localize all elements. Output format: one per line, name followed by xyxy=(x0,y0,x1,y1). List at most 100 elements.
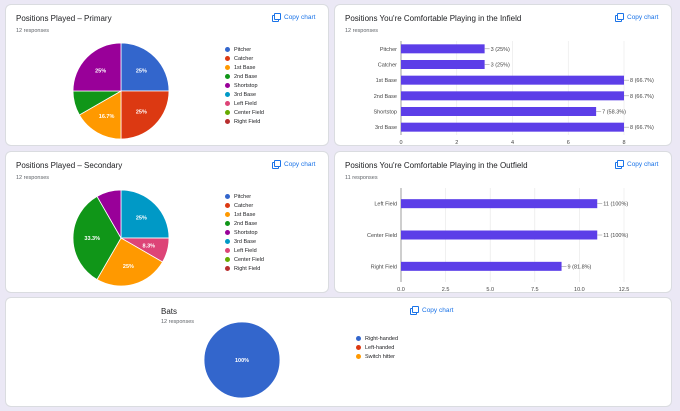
bar-value-label: 3 (25%) xyxy=(491,63,510,69)
chart-legend: Pitcher Catcher 1st Base 2nd Base Shortstop 3… xyxy=(225,192,264,273)
slice-label: 25% xyxy=(136,69,147,75)
bar-catcher[interactable] xyxy=(401,60,485,69)
legend-item-3rd-base: 3rd Base xyxy=(225,90,264,99)
legend-label: Right Field xyxy=(234,118,261,125)
legend-label: Left-handed xyxy=(365,344,395,351)
legend-label: Catcher xyxy=(234,202,254,209)
legend-item-3rd-base: 3rd Base xyxy=(225,237,264,246)
bar-3rd-base[interactable] xyxy=(401,122,624,132)
copy-chart-button[interactable]: Copy chart xyxy=(615,13,658,22)
pie-slice-pitcher[interactable] xyxy=(120,42,170,92)
card-title: Positions Played – Primary xyxy=(16,14,112,23)
chart-card-secondary: Positions Played – Secondary 12 response… xyxy=(5,151,329,293)
x-tick-label: 0 xyxy=(399,140,402,146)
y-tick-label: 3rd Base xyxy=(375,125,397,131)
legend-swatch xyxy=(225,230,230,235)
legend-swatch xyxy=(225,110,230,115)
slice-label: 25% xyxy=(123,264,134,270)
chart-legend: Pitcher Catcher 1st Base 2nd Base Shortstop 3… xyxy=(225,45,264,126)
legend-swatch xyxy=(225,47,230,52)
legend-item-2nd-base: 2nd Base xyxy=(225,219,264,228)
pie-slice-catcher[interactable] xyxy=(120,90,170,140)
legend-swatch xyxy=(356,336,361,341)
legend-item-right-field: Right Field xyxy=(225,117,264,126)
legend-label: Left Field xyxy=(234,100,257,107)
legend-swatch xyxy=(225,92,230,97)
pie-slice-1st-base[interactable] xyxy=(96,237,164,287)
bar-2nd-base[interactable] xyxy=(401,91,624,101)
legend-item-left-field: Left Field xyxy=(225,99,264,108)
x-tick-label: 6 xyxy=(567,140,570,146)
bar-value-label: 9 (81.8%) xyxy=(568,264,592,270)
legend-swatch xyxy=(225,101,230,106)
y-tick-label: Right Field xyxy=(371,264,397,270)
copy-icon xyxy=(272,13,281,22)
bar-center-field[interactable] xyxy=(401,230,598,240)
bar-value-label: 3 (25%) xyxy=(491,47,510,53)
chart-legend: Right-handed Left-handed Switch hitter xyxy=(356,334,398,361)
pie-slice-3rd-base[interactable] xyxy=(120,189,170,239)
x-tick-label: 4 xyxy=(511,140,514,146)
legend-swatch xyxy=(225,119,230,124)
slice-label: 16.7% xyxy=(99,114,115,120)
card-title: Positions You're Comfortable Playing in … xyxy=(345,161,528,170)
pie-chart: 25% 8.3% 25% 33.3% xyxy=(72,189,170,287)
legend-item-right-handed: Right-handed xyxy=(356,334,398,343)
legend-swatch xyxy=(225,212,230,217)
legend-swatch xyxy=(225,221,230,226)
legend-item-catcher: Catcher xyxy=(225,201,264,210)
copy-chart-label: Copy chart xyxy=(422,306,454,314)
legend-swatch xyxy=(225,194,230,199)
legend-swatch xyxy=(225,257,230,262)
legend-swatch xyxy=(225,266,230,271)
copy-chart-button[interactable]: Copy chart xyxy=(615,160,659,169)
bar-1st-base[interactable] xyxy=(401,75,624,85)
legend-label: Center Field xyxy=(234,256,264,263)
legend-swatch xyxy=(225,203,230,208)
pie-slice-shortstop[interactable] xyxy=(72,42,122,92)
pie-chart: 100% xyxy=(203,321,281,399)
slice-label: 8.3% xyxy=(143,243,156,249)
legend-item-pitcher: Pitcher xyxy=(225,192,264,201)
pie-slice-right-handed[interactable] xyxy=(203,321,281,399)
copy-chart-label: Copy chart xyxy=(284,13,316,21)
y-tick-label: 2nd Base xyxy=(374,94,397,100)
chart-card-primary: Positions Played – Primary 12 responses … xyxy=(5,4,329,146)
bar-value-label: 7 (58.3%) xyxy=(602,110,626,116)
legend-swatch xyxy=(356,354,361,359)
x-tick-label: 2.5 xyxy=(442,287,450,293)
bar-right-field[interactable] xyxy=(401,261,562,271)
legend-label: Shortstop xyxy=(234,229,258,236)
y-tick-label: Shortstop xyxy=(373,110,397,116)
response-count: 12 responses xyxy=(161,319,195,325)
card-title: Bats xyxy=(161,307,178,316)
legend-label: Catcher xyxy=(234,55,254,62)
copy-chart-label: Copy chart xyxy=(627,160,659,168)
legend-label: Left Field xyxy=(234,247,257,254)
y-tick-label: Catcher xyxy=(378,63,397,69)
legend-swatch xyxy=(356,345,361,350)
legend-item-right-field: Right Field xyxy=(225,264,264,273)
bar-chart: 0 2 4 6 8 Pitcher 3 (25%) Catcher 3 (25%) 1st Bas… xyxy=(373,41,654,146)
x-tick-label: 5.0 xyxy=(486,287,494,293)
legend-label: Shortstop xyxy=(234,82,258,89)
copy-chart-button[interactable]: Copy chart xyxy=(272,160,315,169)
y-tick-label: Left Field xyxy=(374,202,397,208)
pie-slice-1st-base[interactable] xyxy=(78,90,122,140)
bar-left-field[interactable] xyxy=(401,199,598,209)
bar-pitcher[interactable] xyxy=(401,44,485,54)
pie-slice-shortstop[interactable] xyxy=(96,189,122,240)
copy-chart-button[interactable]: Copy chart xyxy=(272,13,316,22)
slice-label: 25% xyxy=(136,216,147,222)
legend-item-shortstop: Shortstop xyxy=(225,228,264,237)
slice-label: 25% xyxy=(136,109,147,115)
slice-label: 25% xyxy=(95,69,106,75)
x-tick-label: 12.5 xyxy=(619,287,630,293)
bar-value-label: 8 (66.7%) xyxy=(630,94,654,100)
legend-label: 1st Base xyxy=(234,64,256,71)
copy-chart-button[interactable]: Copy chart xyxy=(410,306,454,315)
x-tick-label: 7.5 xyxy=(531,287,539,293)
slice-label: 33.3% xyxy=(84,236,100,242)
bar-shortstop[interactable] xyxy=(401,107,597,116)
bar-value-label: 11 (100%) xyxy=(603,233,628,239)
